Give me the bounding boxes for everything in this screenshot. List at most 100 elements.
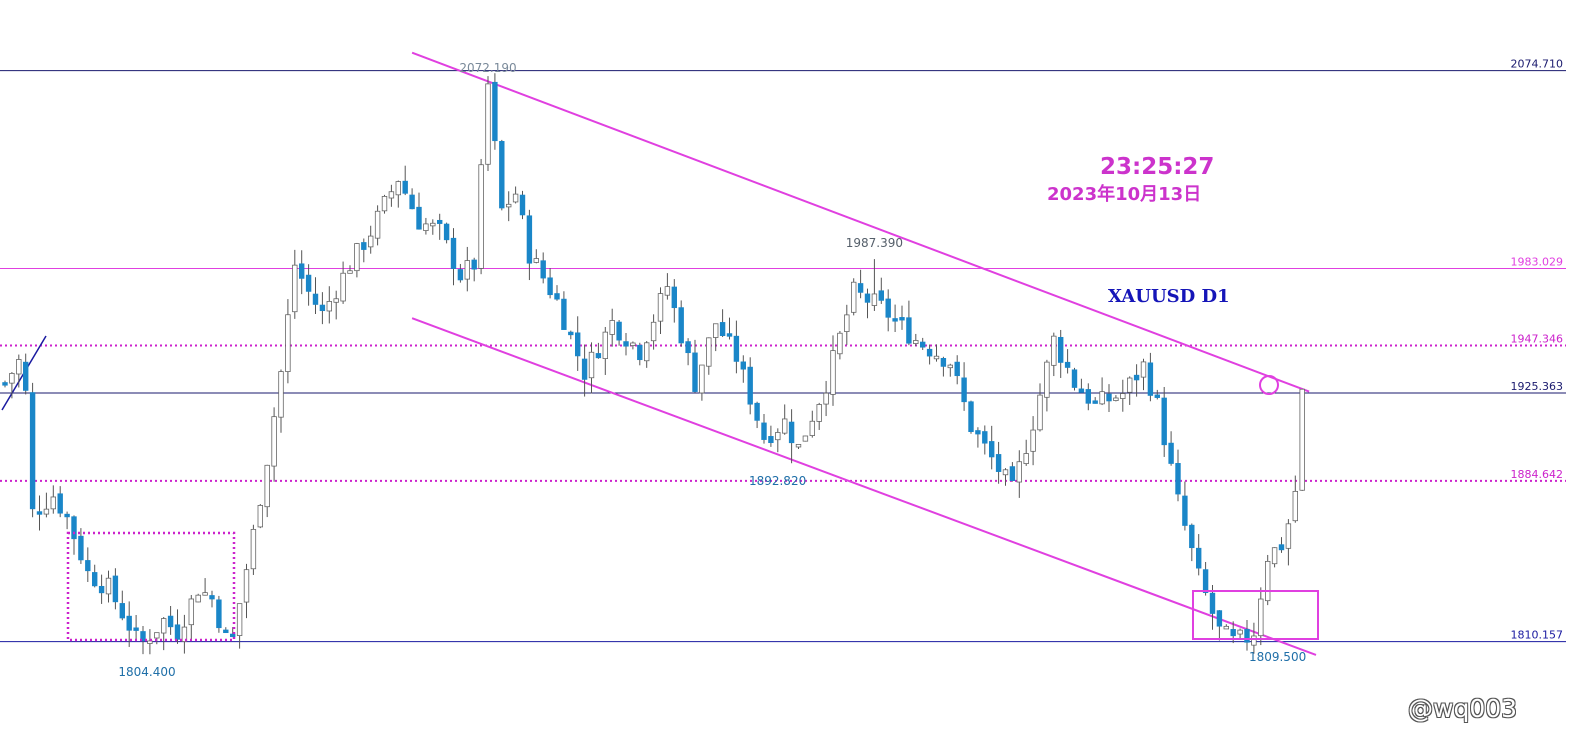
candle-body (561, 298, 567, 330)
candle-body (933, 355, 940, 360)
candle-body (733, 335, 740, 362)
candle-body (243, 569, 250, 603)
candle-body (423, 223, 429, 231)
candle-body (899, 317, 905, 321)
candle-body (436, 219, 443, 224)
candle-body (1030, 429, 1036, 452)
candle-body (409, 194, 415, 210)
candle-body (547, 277, 553, 296)
candle-body (229, 633, 236, 638)
candle-body (367, 235, 374, 248)
candle-body (1085, 389, 1091, 404)
candle-body (402, 180, 408, 194)
candle-body (581, 358, 588, 380)
candle-body (223, 629, 229, 634)
candle-body (630, 342, 636, 346)
candle-body (644, 342, 650, 362)
candle-body (754, 402, 760, 421)
candle-body (609, 320, 615, 335)
candle-body (920, 341, 926, 348)
candle-body (1182, 495, 1188, 526)
candle-body (768, 436, 774, 444)
candle-body (361, 242, 367, 250)
candle-body (305, 274, 312, 292)
candle-body (947, 364, 953, 369)
candle-body (685, 341, 691, 354)
candle-body (568, 331, 574, 336)
candle-body (857, 283, 864, 293)
candle-body (181, 626, 188, 642)
candle-body (1154, 394, 1160, 398)
candle-body (92, 572, 98, 587)
candle-body (1051, 335, 1057, 366)
candle-body (1044, 361, 1050, 398)
candle-body (706, 337, 712, 367)
candle-body (333, 298, 339, 303)
candle-body (837, 332, 843, 355)
candle-body (913, 340, 919, 344)
price-annotation-2: 1892.820 (749, 474, 806, 488)
candle-body (1127, 377, 1133, 393)
candle-body (719, 322, 726, 336)
level-label-1: 1983.029 (1511, 256, 1564, 269)
candle-body (354, 243, 360, 272)
channel-upper-line (411, 51, 1310, 393)
candle-body (16, 359, 22, 375)
candle-body (36, 511, 43, 515)
candle-body (195, 594, 201, 603)
candle-body (989, 441, 995, 458)
candle-body (830, 350, 836, 395)
candle-body (1120, 393, 1126, 399)
candle-body (968, 401, 974, 432)
candle-body (1140, 361, 1147, 378)
candle-body (1251, 635, 1257, 646)
candle-body (1037, 394, 1043, 431)
candle-body (982, 431, 988, 444)
candle-body (1078, 388, 1085, 393)
candle-body (1285, 523, 1292, 549)
candle-body (1016, 461, 1022, 483)
candle-body (650, 321, 657, 342)
candle-body (1278, 544, 1285, 551)
candle-body (795, 444, 802, 448)
candle-body (319, 304, 326, 312)
candle-body (540, 260, 546, 279)
level-label-3: 1925.363 (1511, 380, 1564, 393)
candle-body (457, 269, 464, 281)
candle-body (250, 528, 257, 570)
candle-body (1237, 629, 1243, 635)
candle-body (1009, 466, 1016, 482)
candle-body (637, 344, 643, 361)
candle-body (9, 373, 15, 384)
candle-body (202, 592, 208, 596)
candle-body (57, 493, 63, 514)
candle-body (1196, 547, 1202, 569)
candle-body (188, 598, 194, 626)
candle-body (533, 258, 539, 263)
candle-body (519, 194, 526, 216)
candle-body (478, 164, 484, 269)
candle-body (50, 496, 56, 510)
candle-body (1299, 388, 1305, 491)
candle-body (747, 366, 753, 405)
candle-body (326, 301, 332, 312)
candle-body (678, 307, 684, 344)
candle-body (1202, 569, 1209, 593)
candle-body (871, 293, 878, 306)
candle-body (85, 560, 91, 572)
candle-body (71, 516, 77, 540)
drawing-shapes (66, 375, 1319, 642)
candle-body (388, 191, 395, 199)
candle-body (975, 430, 981, 435)
candle-body (160, 618, 167, 634)
candle-body (1113, 397, 1119, 401)
candle-body (485, 83, 491, 165)
candle-body (726, 333, 733, 337)
candle-body (492, 81, 498, 142)
candle-body (340, 272, 346, 302)
candle-body (278, 371, 284, 418)
candle-body (961, 377, 967, 403)
candle-body (257, 505, 263, 528)
support-box (1192, 590, 1319, 640)
